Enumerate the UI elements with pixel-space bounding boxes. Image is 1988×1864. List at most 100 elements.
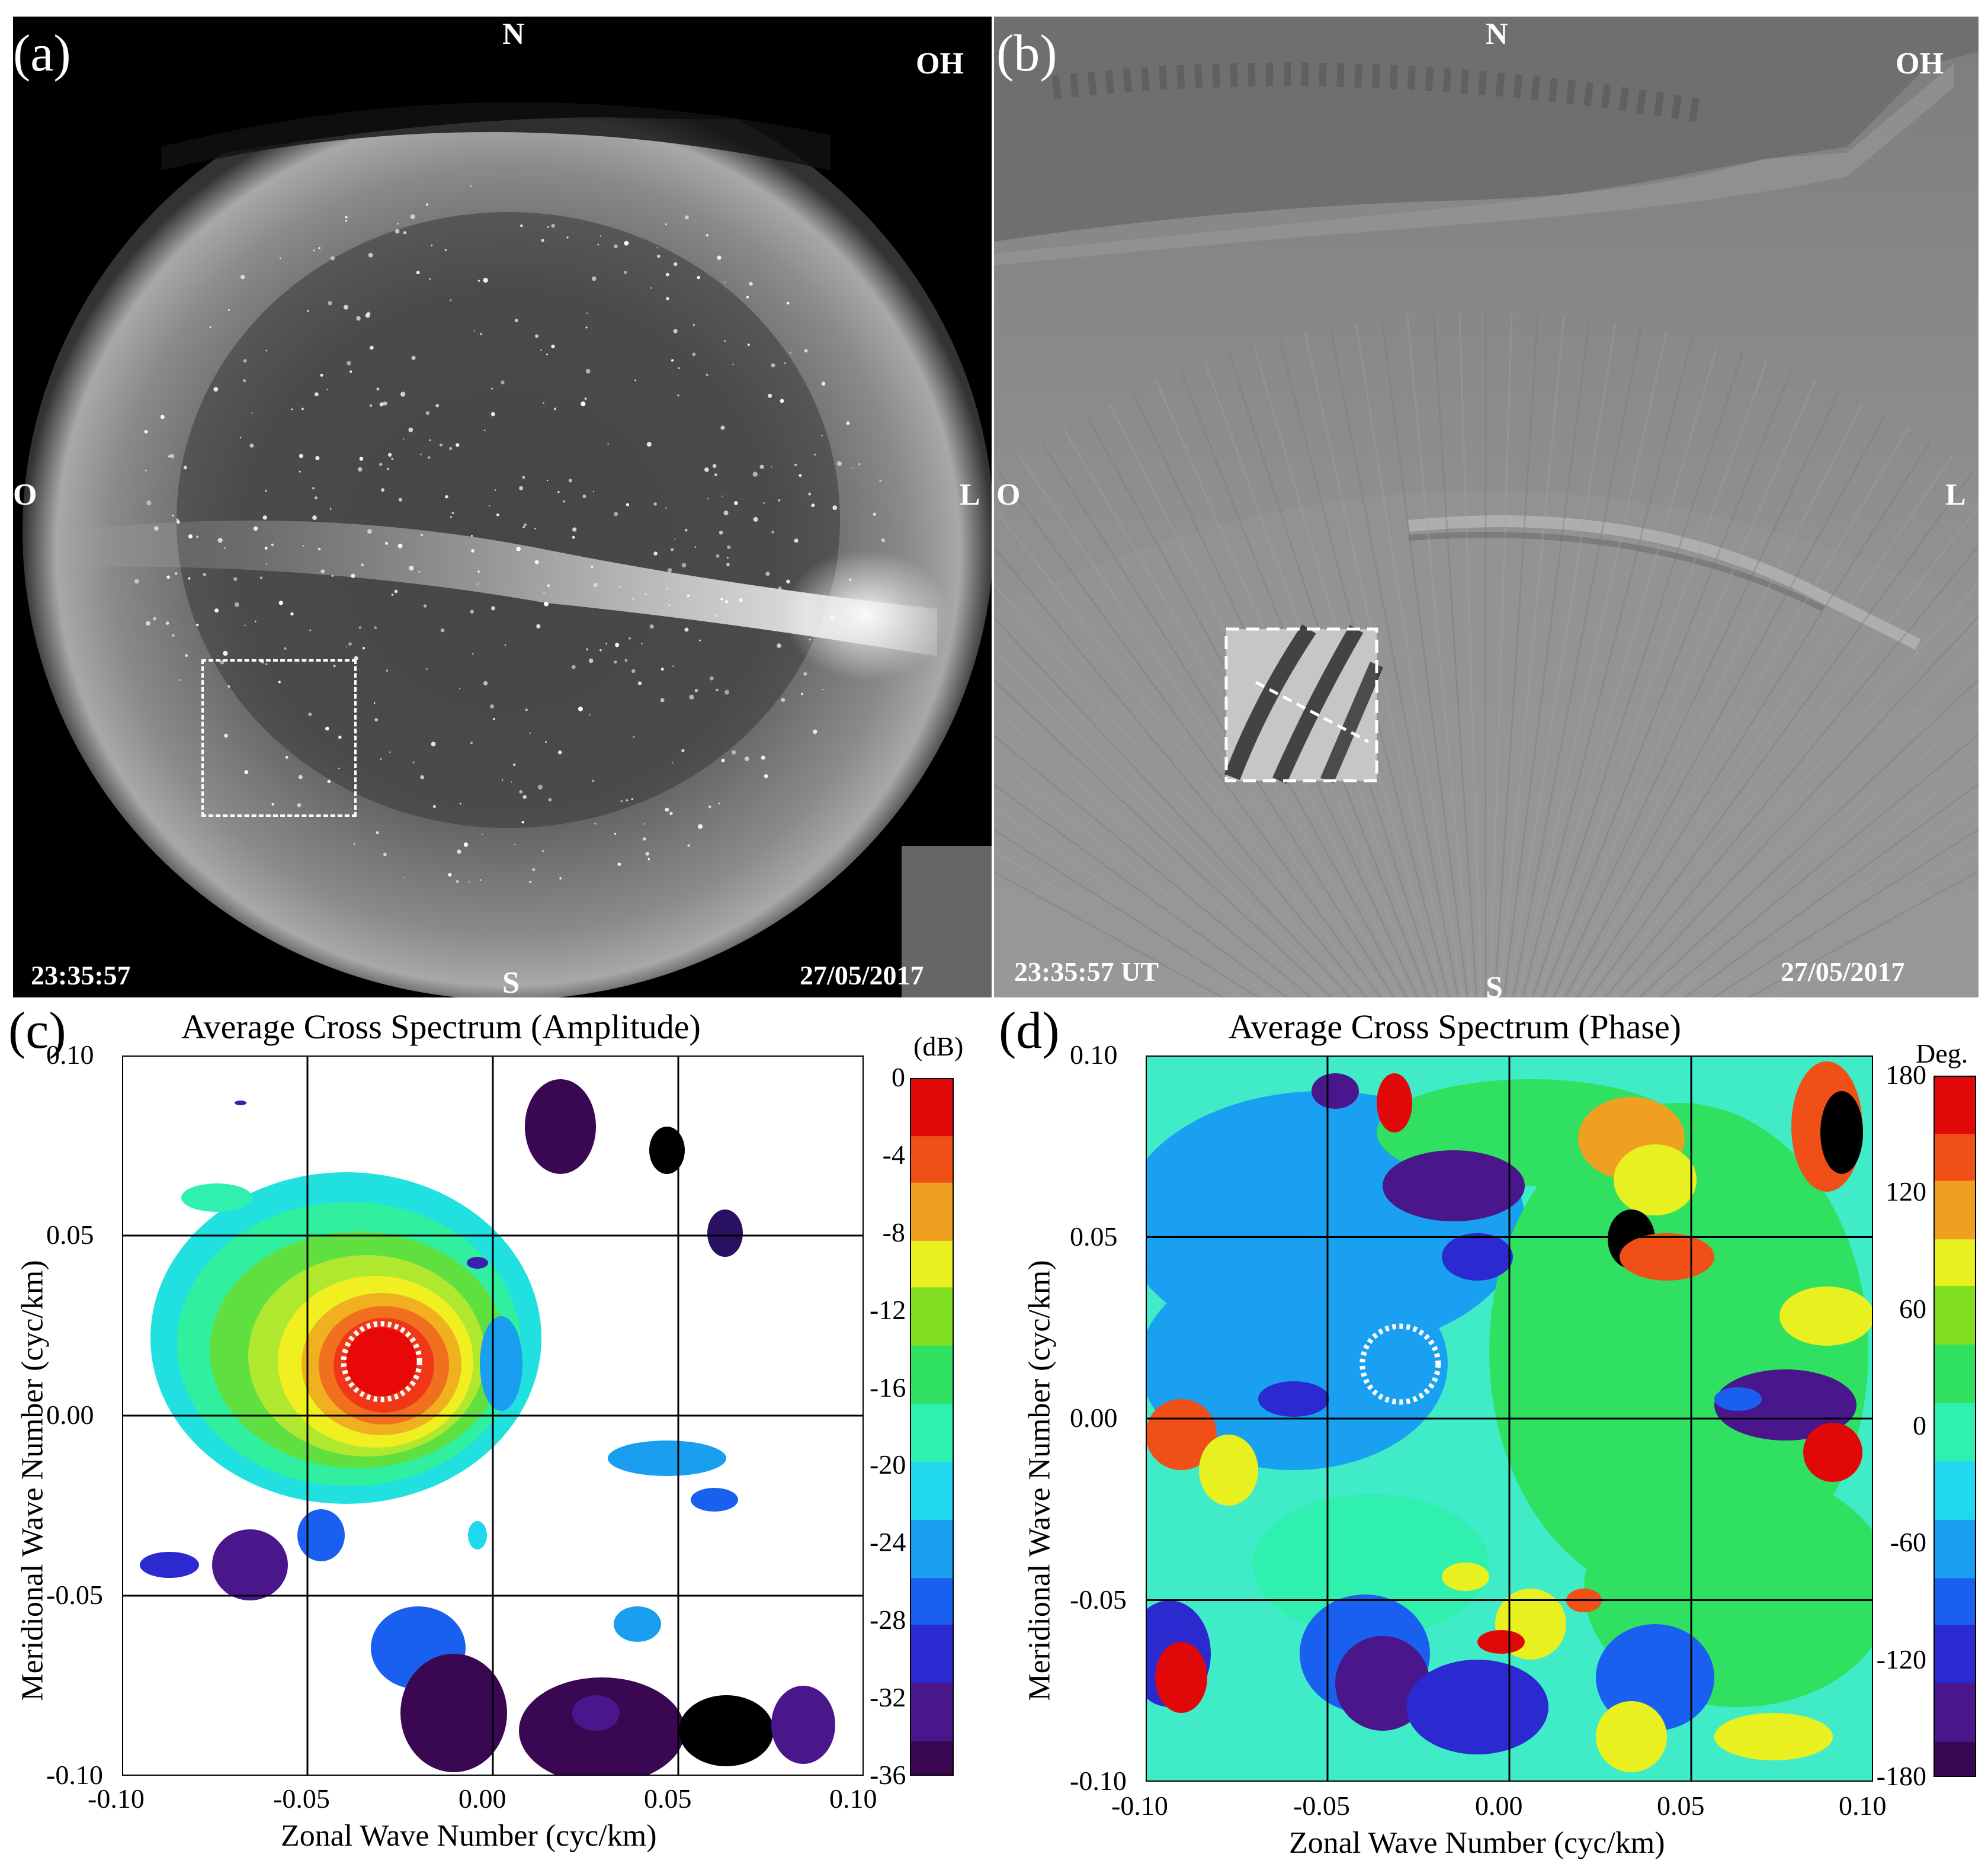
panel-b-filter: OH: [1896, 47, 1944, 81]
phase-patch-8: [1442, 1233, 1513, 1281]
colorbar-segment: [910, 1706, 954, 1718]
colorbar-segment: [1934, 1648, 1976, 1661]
colorbar-segment: [910, 1252, 954, 1265]
panel-c-cbar-unit: (dB): [913, 1031, 964, 1061]
phase-patch-21: [1199, 1435, 1258, 1506]
colorbar-segment: [910, 1101, 954, 1114]
colorbar-segment: [1934, 1508, 1976, 1520]
amplitude-patch-19: [235, 1101, 246, 1105]
panel-a-north: N: [502, 17, 525, 51]
panel-a-filter: OH: [916, 47, 964, 81]
panel-b-west: O: [996, 478, 1021, 512]
panel-b-label: (b): [996, 25, 1057, 82]
colorbar-segment: [910, 1659, 954, 1672]
colorbar-tick-label: -20: [870, 1449, 906, 1480]
colorbar-segment: [910, 1287, 954, 1300]
panel-c-title: Average Cross Spectrum (Amplitude): [181, 1008, 701, 1046]
panel-b-date: 27/05/2017: [1781, 957, 1905, 987]
phase-patch-34: [1779, 1286, 1873, 1346]
colorbar-segment: [1934, 1765, 1976, 1777]
colorbar-segment: [1934, 1613, 1976, 1626]
phase-patch-7: [1383, 1150, 1525, 1221]
panel-c-xlabel: Zonal Wave Number (cyc/km): [281, 1819, 657, 1853]
colorbar-segment: [1934, 1157, 1976, 1170]
phase-patch-5: [1152, 1209, 1329, 1328]
colorbar-segment: [910, 1496, 954, 1509]
panel-a-date: 27/05/2017: [800, 960, 924, 990]
selected-region-marker: [1359, 1323, 1441, 1405]
amplitude-plot: [122, 1055, 864, 1776]
phase-patch-26: [1406, 1660, 1548, 1754]
colorbar-segment: [1934, 1379, 1976, 1392]
unwarped-svg: [994, 17, 1979, 997]
colorbar-tick-label: -32: [870, 1682, 906, 1713]
colorbar-segment: [910, 1136, 954, 1148]
radial-streaks: [994, 313, 1979, 997]
colorbar-segment: [910, 1752, 954, 1765]
colorbar-segment: [910, 1368, 954, 1381]
colorbar-segment: [910, 1427, 954, 1439]
colorbar-segment: [1934, 1251, 1976, 1263]
panel-a-west: O: [13, 478, 37, 512]
colorbar-segment: [910, 1159, 954, 1172]
colorbar-segment: [1934, 1741, 1976, 1754]
colorbar-segment: [1934, 1122, 1976, 1135]
panel-a-label: (a): [13, 25, 71, 82]
colorbar-segment: [910, 1310, 954, 1323]
x-tick-label: 0.10: [829, 1783, 877, 1814]
colorbar-segment: [1934, 1531, 1976, 1544]
panel-a-east: L: [960, 478, 980, 512]
y-tick-label: 0.05: [46, 1220, 94, 1250]
colorbar-segment: [910, 1566, 954, 1579]
phase-patch-23: [1155, 1642, 1207, 1713]
colorbar-segment: [1934, 1426, 1976, 1439]
amplitude-patch-17: [572, 1695, 620, 1731]
colorbar-segment: [910, 1531, 954, 1544]
colorbar-segment: [910, 1473, 954, 1486]
colorbar-segment: [1934, 1192, 1976, 1205]
amplitude-patch-4: [467, 1257, 488, 1269]
colorbar-segment: [910, 1520, 954, 1532]
phase-patch-17: [1820, 1091, 1863, 1174]
colorbar-segment: [910, 1694, 954, 1707]
phase-patch-33: [1442, 1563, 1489, 1591]
phase-patch-15: [1620, 1233, 1714, 1281]
colorbar-segment: [1934, 1519, 1976, 1532]
phase-grid: [1146, 1055, 1873, 1782]
colorbar-segment: [910, 1217, 954, 1230]
phase-patch-31: [1596, 1701, 1667, 1772]
panel-d-xlabel: Zonal Wave Number (cyc/km): [1289, 1826, 1665, 1860]
colorbar-segment: [910, 1322, 954, 1334]
phase-patch-19: [1803, 1423, 1862, 1482]
colorbar-segment: [1934, 1262, 1976, 1275]
colorbar-segment: [1934, 1555, 1976, 1567]
y-tick-label: 0.00: [1070, 1403, 1118, 1433]
colorbar-segment: [910, 1275, 954, 1288]
x-tick-label: 0.00: [458, 1783, 506, 1814]
x-tick-label: -0.05: [273, 1783, 330, 1814]
colorbar-segment: [910, 1589, 954, 1602]
colorbar-segment: [910, 1078, 954, 1090]
y-tick-label: -0.10: [46, 1760, 103, 1790]
colorbar-segment: [910, 1206, 954, 1218]
amplitude-grid: [122, 1055, 864, 1776]
amplitude-patch-6: [608, 1440, 726, 1476]
selected-peak-marker: [341, 1321, 422, 1403]
colorbar-tick-label: 120: [1886, 1176, 1926, 1207]
colorbar-segment: [1934, 1356, 1976, 1369]
y-tick-label: 0.10: [1070, 1040, 1118, 1070]
star-field: [134, 185, 885, 883]
phase-patch-11: [1258, 1381, 1329, 1417]
panel-d-cbar-unit: Deg.: [1916, 1038, 1968, 1069]
colorbar-segment: [1934, 1309, 1976, 1322]
colorbar-segment: [910, 1450, 954, 1462]
phase-patch-29: [1477, 1630, 1525, 1654]
x-tick-label: -0.05: [1293, 1791, 1350, 1821]
amplitude-patch-9: [297, 1509, 345, 1561]
y-tick-label: -0.10: [1070, 1766, 1127, 1796]
colorbar-segment: [1934, 1414, 1976, 1427]
colorbar-segment: [910, 1182, 954, 1195]
colorbar-segment: [910, 1601, 954, 1614]
colorbar-segment: [910, 1729, 954, 1742]
amplitude-patch-8: [212, 1529, 288, 1600]
